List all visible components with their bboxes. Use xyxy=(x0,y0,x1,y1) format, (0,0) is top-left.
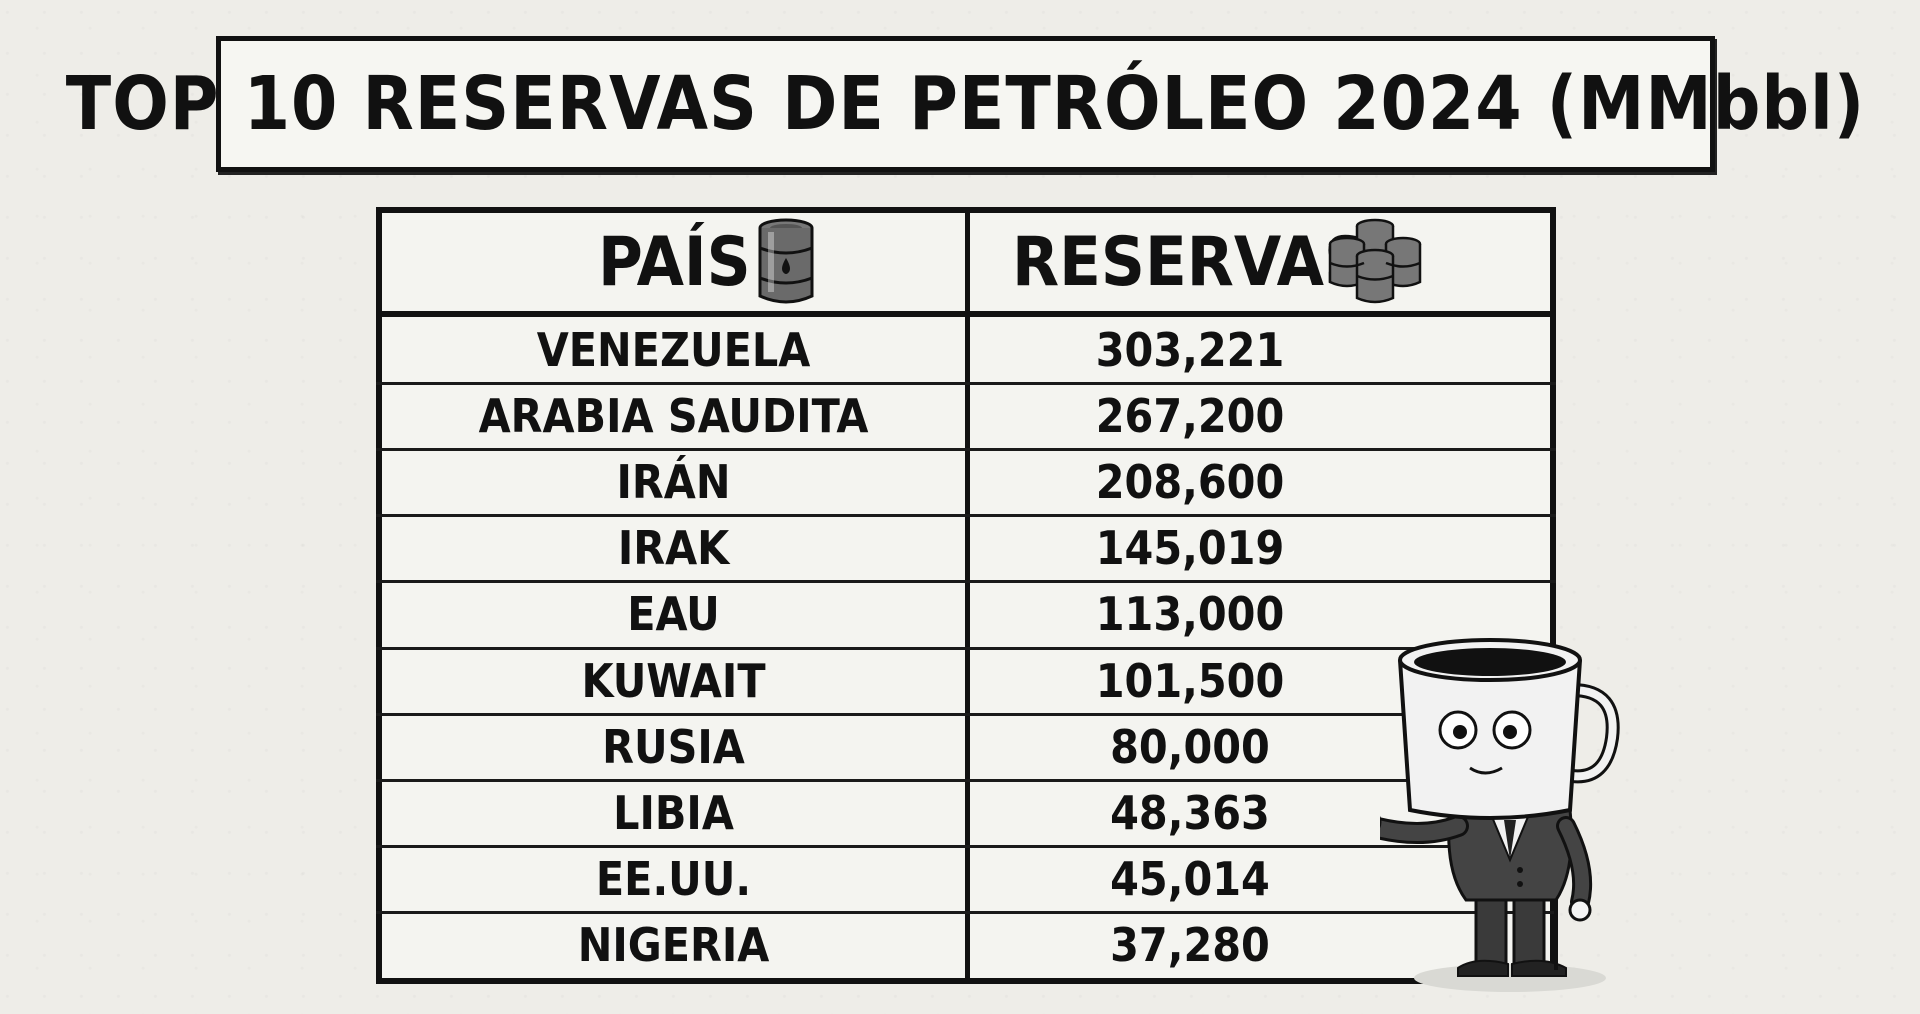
header-country: PAÍS xyxy=(598,214,751,310)
country-cell: RUSIA xyxy=(602,719,745,774)
reserves-cell: 303,221 xyxy=(1095,323,1285,378)
row-separator xyxy=(376,844,1556,848)
reserves-cell: 145,019 xyxy=(1095,521,1285,576)
title-banner: TOP 10 RESERVAS DE PETRÓLEO 2024 (MMbbl) xyxy=(66,36,1864,172)
header-reserves: RESERVAS xyxy=(1012,214,1368,310)
country-cell: IRÁN xyxy=(616,455,731,510)
reserves-cell: 37,280 xyxy=(1110,917,1270,972)
row-separator xyxy=(376,382,1556,386)
header-reserves-label: RESERVAS xyxy=(1012,222,1369,302)
country-cell: EE.UU. xyxy=(595,851,752,906)
country-cell: IRAK xyxy=(617,521,730,576)
country-cell: KUWAIT xyxy=(581,653,766,708)
row-separator xyxy=(376,778,1556,782)
reserves-cell: 48,363 xyxy=(1110,785,1270,840)
row-separator xyxy=(376,448,1556,452)
reserves-cell: 267,200 xyxy=(1095,389,1285,444)
reserves-cell: 208,600 xyxy=(1095,455,1285,510)
country-cell: ARABIA SAUDITA xyxy=(478,389,869,444)
row-separator xyxy=(376,910,1556,914)
country-cell: EAU xyxy=(627,587,720,642)
country-cell: LIBIA xyxy=(613,785,734,840)
column-divider xyxy=(965,207,970,984)
reserves-cell: 45,014 xyxy=(1110,851,1270,906)
row-separator xyxy=(376,514,1556,518)
coffee-mug-businessman-mascot xyxy=(1380,638,1620,992)
row-separator xyxy=(376,712,1556,716)
oil-barrels-stack-icon xyxy=(1328,218,1422,304)
header-country-label: PAÍS xyxy=(598,222,751,302)
country-cell: VENEZUELA xyxy=(536,323,811,378)
row-separator xyxy=(376,646,1556,650)
row-separator xyxy=(376,580,1556,584)
country-cell: NIGERIA xyxy=(577,917,770,972)
page-title: TOP 10 RESERVAS DE PETRÓLEO 2024 (MMbbl) xyxy=(65,61,1866,147)
header-separator xyxy=(376,311,1556,317)
reserves-cell: 113,000 xyxy=(1095,587,1285,642)
oil-barrel-icon xyxy=(758,218,814,304)
reserves-cell: 101,500 xyxy=(1095,653,1285,708)
reserves-cell: 80,000 xyxy=(1110,719,1270,774)
